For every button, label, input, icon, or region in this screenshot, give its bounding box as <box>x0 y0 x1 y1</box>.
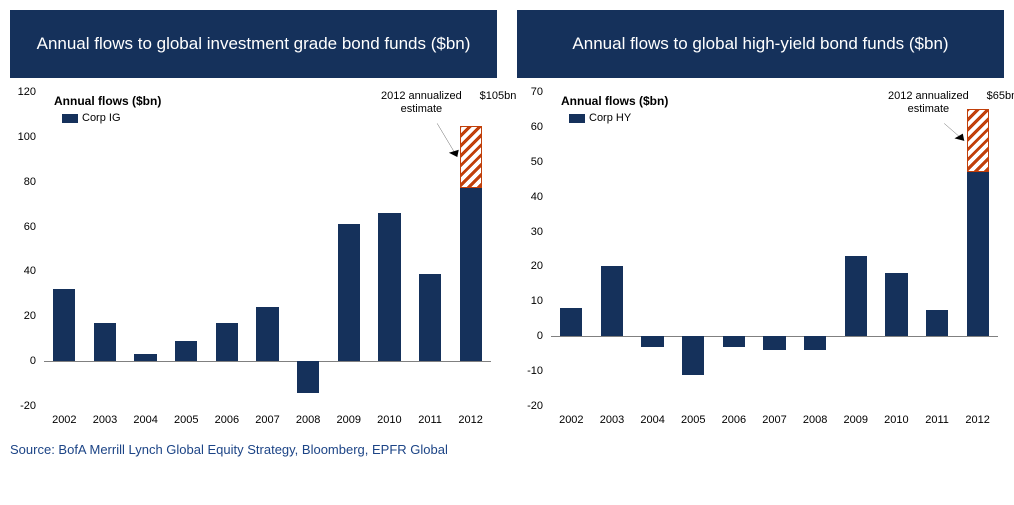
chart-ig: Annual flows to global investment grade … <box>10 10 497 432</box>
y-tick: 100 <box>18 131 36 143</box>
x-label: 2004 <box>640 414 664 426</box>
y-tick: -20 <box>20 400 36 412</box>
x-label: 2007 <box>255 414 279 426</box>
x-label: 2003 <box>600 414 624 426</box>
x-label: 2008 <box>803 414 827 426</box>
y-tick: 120 <box>18 86 36 98</box>
y-tick: 40 <box>24 265 36 277</box>
x-label: 2009 <box>844 414 868 426</box>
y-tick: 0 <box>30 355 36 367</box>
chart-ig-body: -20020406080100120 Annual flows ($bn) Co… <box>10 92 497 432</box>
source-text: Source: BofA Merrill Lynch Global Equity… <box>10 442 1004 457</box>
chart-hy-body: -20-10010203040506070 Annual flows ($bn)… <box>517 92 1004 432</box>
x-label: 2011 <box>418 414 442 426</box>
x-label: 2002 <box>559 414 583 426</box>
y-tick: 20 <box>531 260 543 272</box>
x-label: 2010 <box>884 414 908 426</box>
x-label: 2006 <box>722 414 746 426</box>
y-tick: 60 <box>531 121 543 133</box>
x-label: 2008 <box>296 414 320 426</box>
x-label: 2002 <box>52 414 76 426</box>
chart-ig-yaxis: -20020406080100120 <box>10 92 40 406</box>
chart-hy-xaxis: 2002 2003 2004 2005 2006 2007 2008 2009 2010 2011… <box>551 410 998 432</box>
arrow-icon <box>44 92 491 406</box>
x-label: 2004 <box>133 414 157 426</box>
x-label: 2011 <box>925 414 949 426</box>
x-label: 2006 <box>215 414 239 426</box>
y-tick: 40 <box>531 191 543 203</box>
y-tick: 60 <box>24 221 36 233</box>
arrow-icon <box>551 92 998 406</box>
y-tick: 30 <box>531 226 543 238</box>
y-tick: 10 <box>531 295 543 307</box>
y-tick: -10 <box>527 365 543 377</box>
y-tick: -20 <box>527 400 543 412</box>
y-tick: 80 <box>24 176 36 188</box>
y-tick: 70 <box>531 86 543 98</box>
x-label: 2005 <box>681 414 705 426</box>
y-tick: 20 <box>24 310 36 322</box>
y-tick: 50 <box>531 156 543 168</box>
x-label: 2007 <box>762 414 786 426</box>
chart-hy-yaxis: -20-10010203040506070 <box>517 92 547 406</box>
x-label: 2009 <box>337 414 361 426</box>
chart-ig-xaxis: 2002 2003 2004 2005 2006 2007 2008 2009 2010 2011… <box>44 410 491 432</box>
y-tick: 0 <box>537 330 543 342</box>
x-label: 2005 <box>174 414 198 426</box>
chart-hy: Annual flows to global high-yield bond f… <box>517 10 1004 432</box>
x-label: 2010 <box>377 414 401 426</box>
x-label: 2012 <box>965 414 989 426</box>
x-label: 2012 <box>458 414 482 426</box>
chart-hy-title: Annual flows to global high-yield bond f… <box>517 10 1004 78</box>
x-label: 2003 <box>93 414 117 426</box>
chart-ig-title: Annual flows to global investment grade … <box>10 10 497 78</box>
